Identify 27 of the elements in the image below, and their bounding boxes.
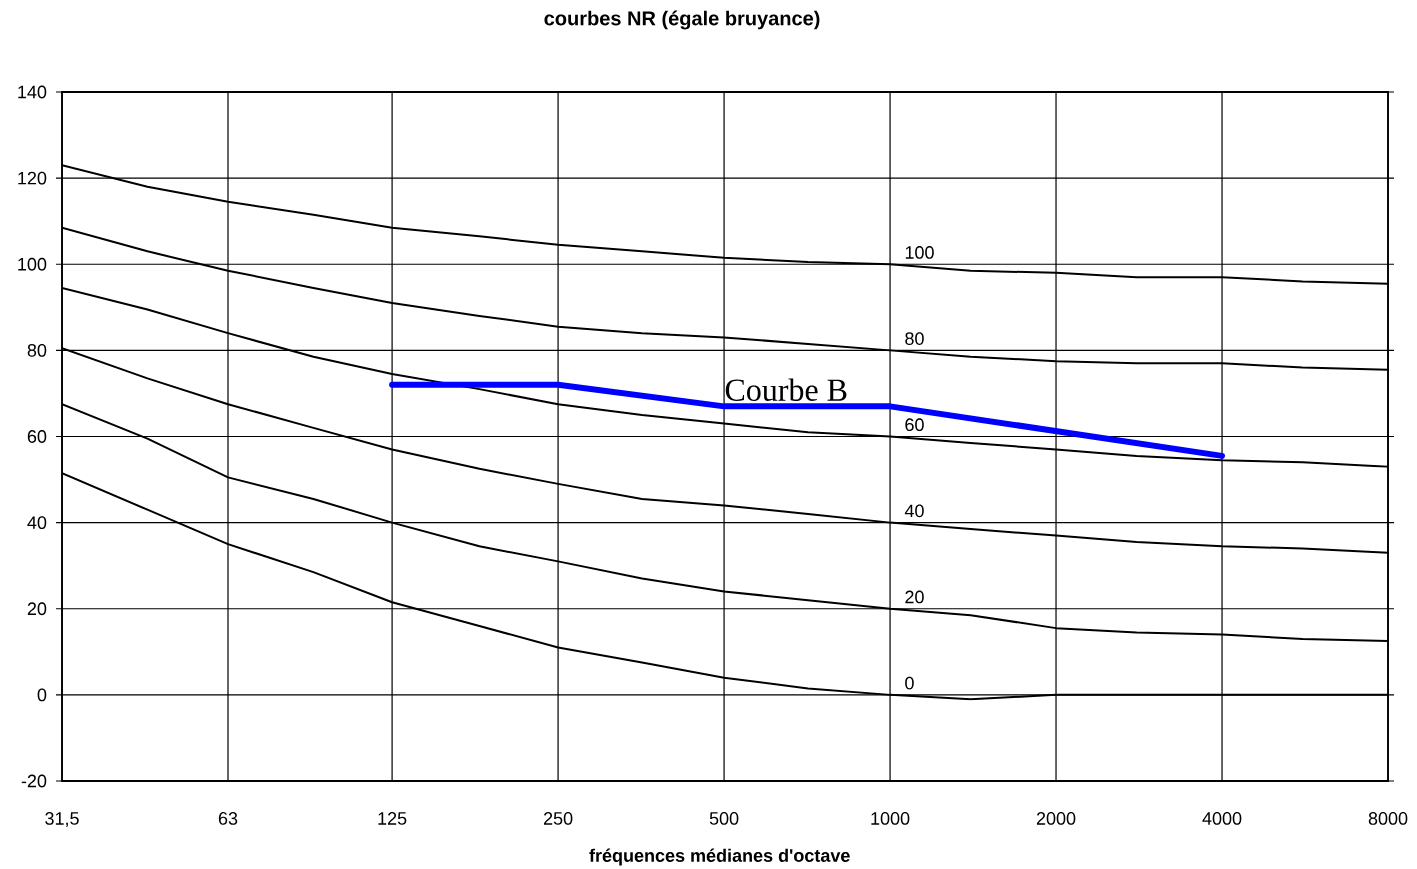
chart-title: courbes NR (égale bruyance) [544,10,820,30]
x-tick-label: 125 [378,812,407,825]
y-tick-label: 120 [18,171,47,185]
y-tick-label: 60 [27,430,47,443]
series-label: 100 [905,246,934,259]
y-tick-label: 0 [37,688,47,702]
series-label: 80 [905,332,924,345]
x-tick-label: 1000 [871,812,910,825]
series-label: Courbe B [725,378,847,401]
x-tick-label: 8000 [1368,812,1408,825]
x-tick-label: 31,5 [45,812,79,827]
y-tick-label: 40 [27,516,47,530]
x-tick-label: 63 [218,812,238,825]
y-tick-label: 80 [27,343,47,357]
y-tick-label: 20 [27,602,47,616]
series-label: 40 [904,504,924,518]
y-tick-label: 100 [18,257,47,271]
y-tick-label: -20 [21,774,47,788]
x-axis-title: fréquences médianes d'octave [589,848,850,866]
x-tick-label: 4000 [1202,812,1242,825]
series-label: 60 [905,418,924,432]
y-tick-label: 140 [18,85,47,99]
series-label: 20 [905,590,924,604]
x-tick-label: 2000 [1036,812,1076,825]
x-tick-label: 500 [709,812,739,825]
series-label: 0 [905,676,914,690]
x-tick-label: 250 [543,812,573,825]
